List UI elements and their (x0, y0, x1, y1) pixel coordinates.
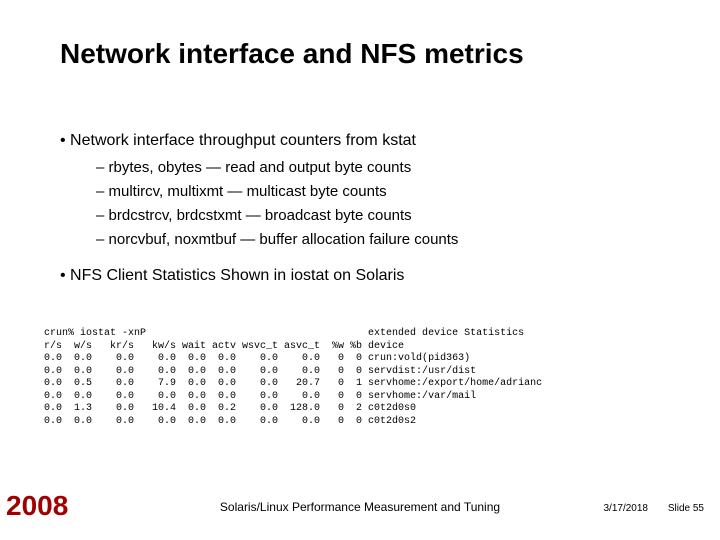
bullet-level2: – multircv, multixmt — multicast byte co… (96, 182, 660, 202)
bullet-level2: – rbytes, obytes — read and output byte … (96, 158, 660, 178)
bullet-level1: • NFS Client Statistics Shown in iostat … (60, 265, 660, 287)
slide: Network interface and NFS metrics • Netw… (0, 0, 720, 540)
footer-date: 3/17/2018 (604, 503, 649, 514)
slide-body: • Network interface throughput counters … (60, 130, 660, 292)
bullet-level1: • Network interface throughput counters … (60, 130, 660, 152)
bullet-level2: – brdcstrcv, brdcstxmt — broadcast byte … (96, 206, 660, 226)
bullet-level2: – norcvbuf, noxmtbuf — buffer allocation… (96, 230, 660, 250)
iostat-output: crun% iostat -xnP extended device Statis… (44, 328, 542, 428)
slide-title: Network interface and NFS metrics (60, 38, 524, 70)
footer-slide-number: Slide 55 (668, 503, 704, 514)
